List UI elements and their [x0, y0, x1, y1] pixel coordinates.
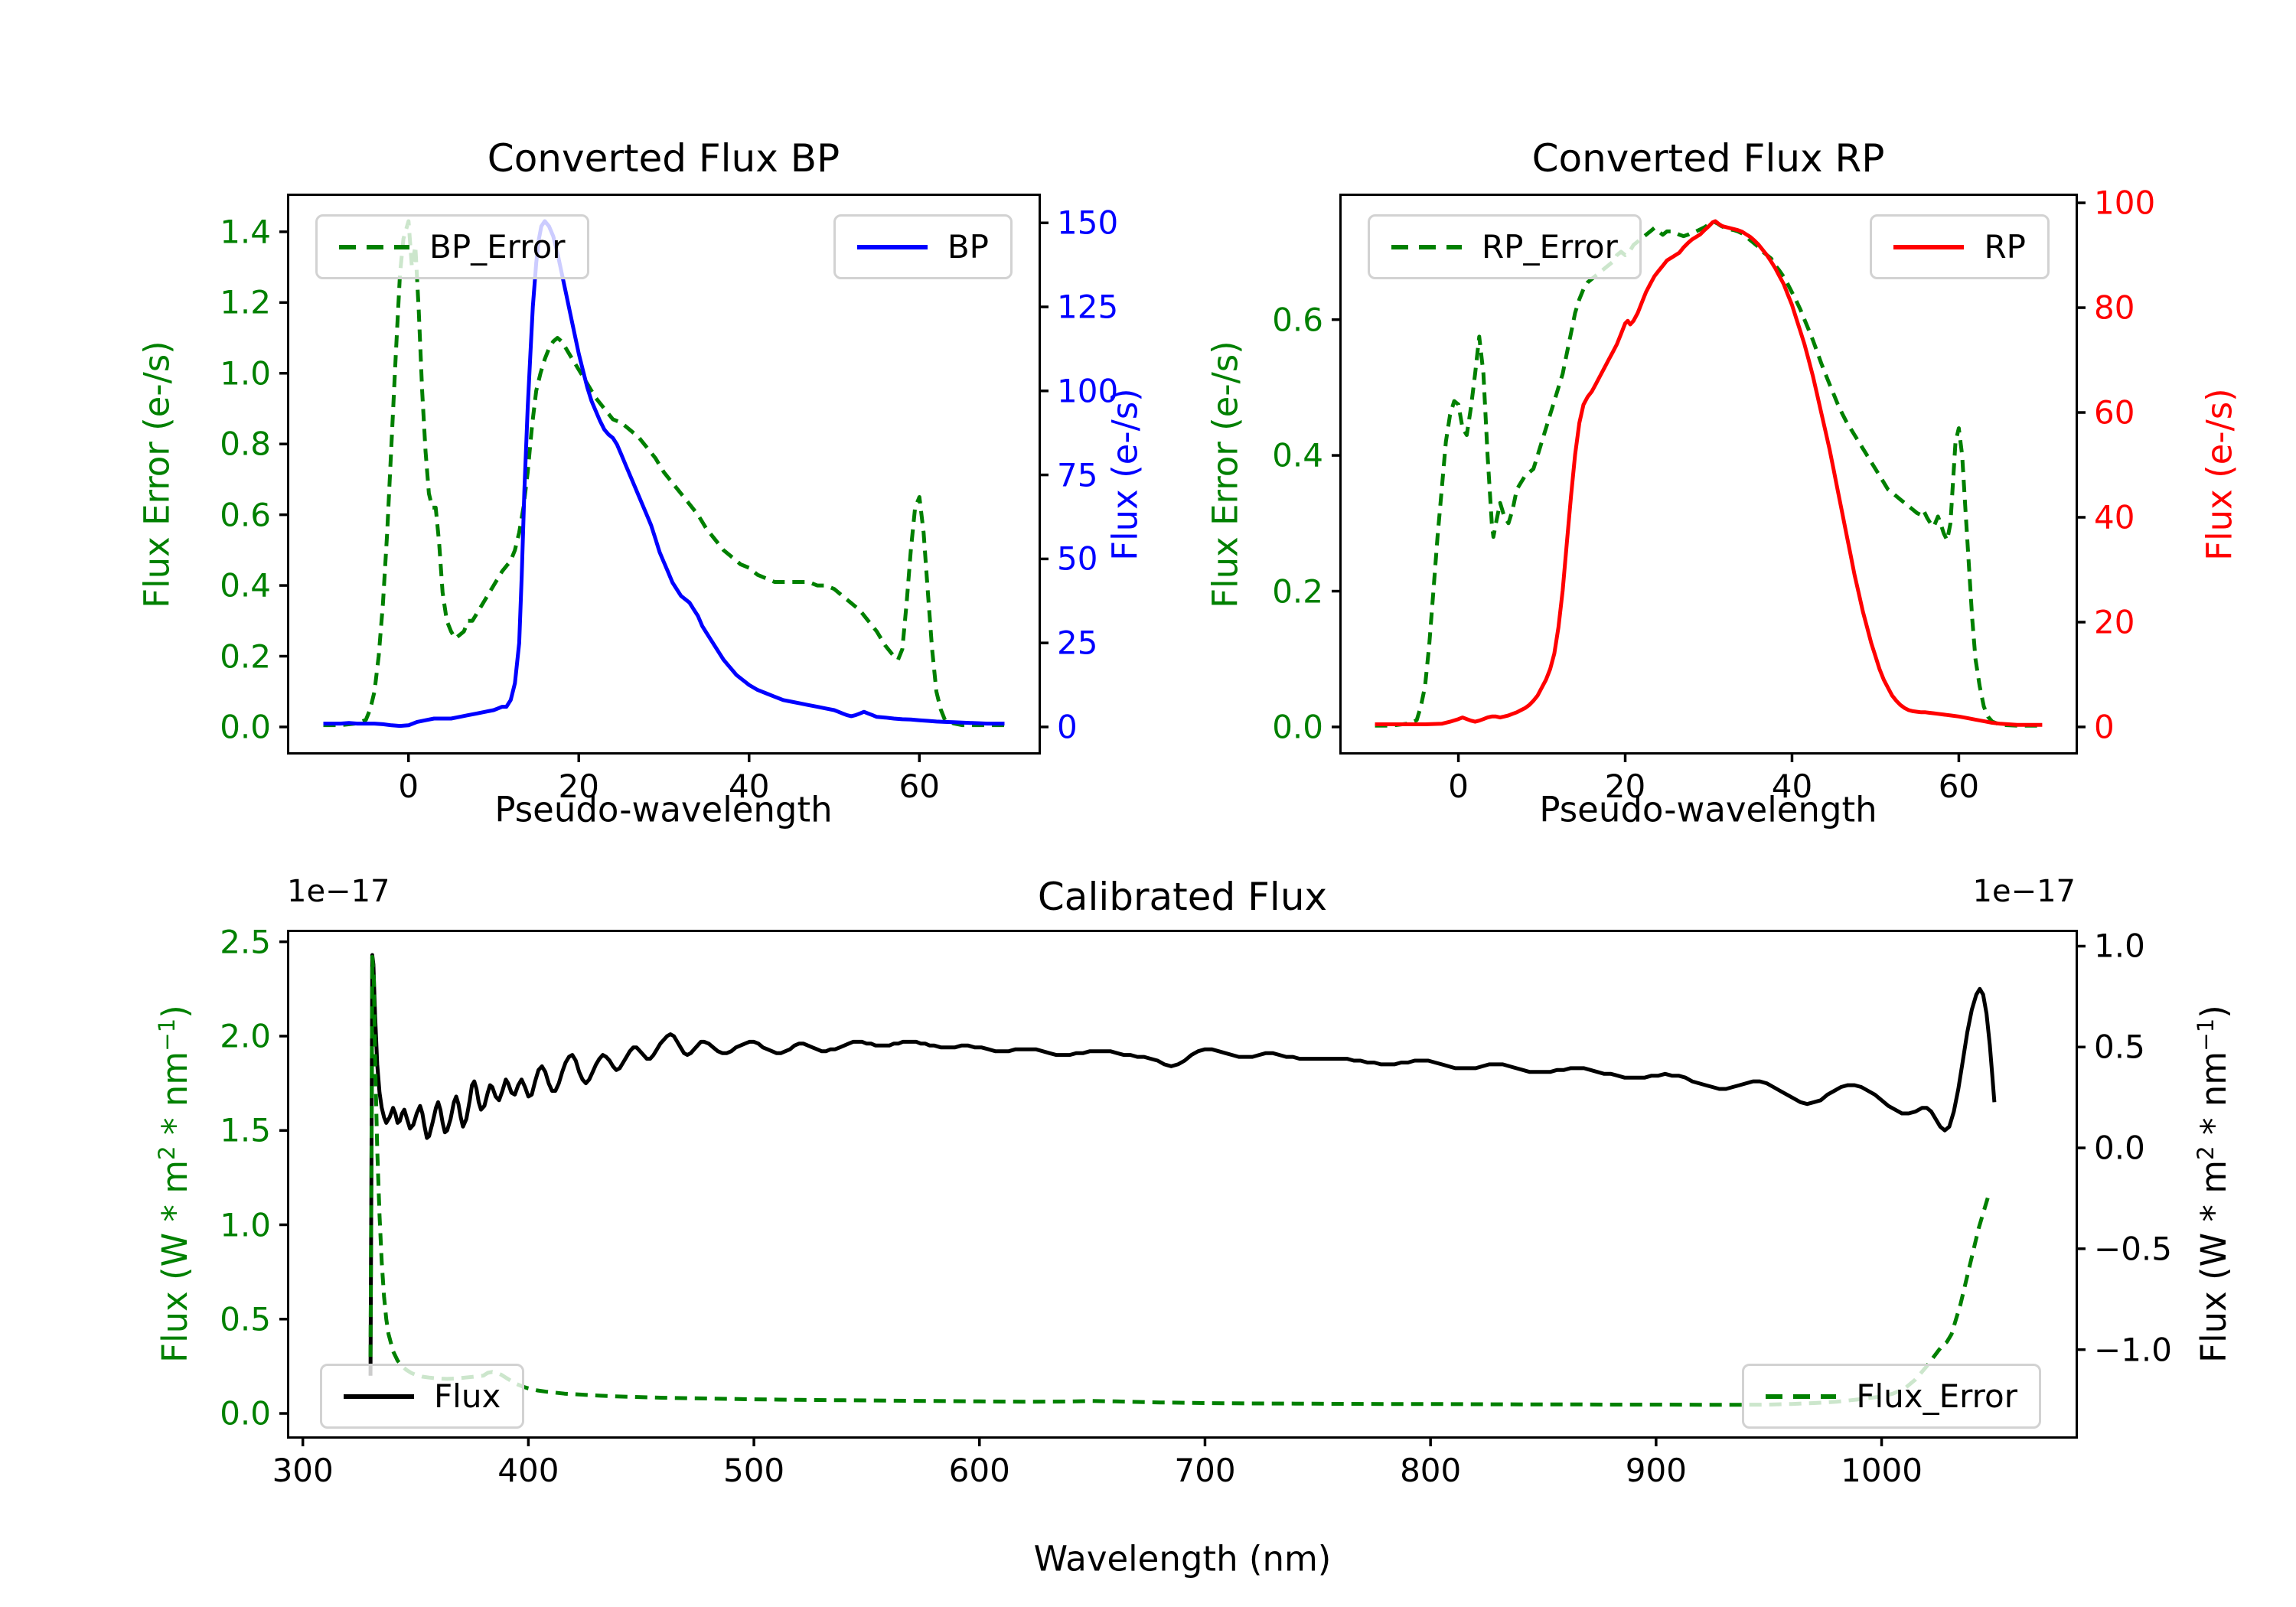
tick-label: −0.5 — [2094, 1230, 2172, 1268]
tick-label: 60 — [2094, 393, 2135, 432]
tick-label: 100 — [2094, 184, 2156, 222]
tick-label: 1.0 — [220, 1206, 271, 1244]
tick-label: 1.0 — [220, 354, 271, 393]
tick-label: −1.0 — [2094, 1331, 2172, 1369]
tick-label: 0.8 — [220, 425, 271, 463]
tick-label: 0.0 — [220, 1394, 271, 1433]
flux-error-legend: Flux_Error — [1742, 1364, 2041, 1429]
tick-label: 20 — [558, 768, 599, 805]
bp-legend-line — [856, 244, 928, 249]
rp-error-legend-line — [1391, 244, 1462, 249]
rp-legend: RP — [1870, 214, 2050, 279]
flux-error-legend-label: Flux_Error — [1856, 1377, 2017, 1415]
bp-error-legend-label: BP_Error — [429, 228, 566, 266]
tick-label: 900 — [1625, 1452, 1687, 1489]
tick-label: 40 — [729, 768, 770, 805]
flux-xlabel: Wavelength (nm) — [1033, 1538, 1332, 1579]
tick-label: 75 — [1057, 456, 1098, 494]
tick-label: 600 — [948, 1452, 1010, 1489]
calibrated-curves — [279, 940, 2086, 1446]
Flux_Error-curve — [368, 954, 1992, 1407]
flux-legend-line — [344, 1393, 414, 1399]
bp-error-legend-line — [339, 244, 409, 249]
bp-ylabel-left: Flux Error (e-/s) — [136, 341, 178, 608]
bp-plot-area: BP_Error BP 0 20 40 60 0.0 0.2 0.4 0.6 0.8 1.0 1.2… — [220, 194, 1118, 805]
tick-label: 60 — [1938, 768, 1980, 805]
tick-label: 0 — [2094, 708, 2115, 746]
rp-legend-label: RP — [1984, 228, 2026, 266]
flux-ylabel-right: Flux (W * m2 * nm−1) — [2193, 1005, 2234, 1363]
rp-error-legend: RP_Error — [1368, 214, 1642, 279]
tick-label: 20 — [1604, 768, 1646, 805]
tick-label: 40 — [1771, 768, 1813, 805]
tick-label: 60 — [899, 768, 940, 805]
RP-curve — [1375, 219, 2043, 727]
rp-xlabel: Pseudo-wavelength — [1539, 789, 1877, 830]
tick-label: 700 — [1174, 1452, 1236, 1489]
tick-label: 0.2 — [220, 637, 271, 676]
tick-label: 0.4 — [220, 566, 271, 605]
right-exponent-label: 1e−17 — [1972, 874, 2076, 909]
flux-legend: Flux — [320, 1364, 525, 1429]
rp-plot-area: RP_Error RP 0 20 40 60 0.0 0.2 0.4 0.6 0 20 40 60 80… — [1272, 184, 2155, 805]
bp-error-legend: BP_Error — [315, 214, 589, 279]
tick-label: 1000 — [1841, 1452, 1923, 1489]
tick-label: 1.2 — [220, 283, 271, 321]
bp-xlabel: Pseudo-wavelength — [494, 789, 833, 830]
rp-ylabel-left: Flux Error (e-/s) — [1205, 341, 1246, 608]
Flux-curve — [368, 953, 1997, 1376]
tick-label: 25 — [1057, 624, 1098, 662]
tick-label: 0.0 — [1272, 708, 1323, 746]
bp-curves — [279, 219, 1049, 762]
tick-label: 0 — [398, 768, 419, 805]
calibrated-plot-title: Calibrated Flux — [1037, 875, 1328, 919]
bp-ylabel-right: Flux (e-/s) — [1104, 388, 1146, 561]
tick-label: 20 — [2094, 603, 2135, 641]
left-exponent-label: 1e−17 — [287, 874, 390, 909]
tick-label: 0.6 — [220, 496, 271, 534]
tick-label: 0.5 — [2094, 1028, 2145, 1066]
rp-error-legend-label: RP_Error — [1482, 228, 1618, 266]
tick-label: 0 — [1057, 708, 1078, 746]
tick-label: 100 — [1057, 372, 1119, 410]
tick-label: 0.5 — [220, 1300, 271, 1338]
rp-plot-title: Converted Flux RP — [1531, 136, 1885, 181]
tick-label: 0.0 — [2094, 1129, 2145, 1167]
tick-label: 500 — [722, 1452, 785, 1489]
tick-label: 0.6 — [1272, 301, 1323, 339]
tick-label: 400 — [497, 1452, 559, 1489]
bp-legend: BP — [833, 214, 1013, 279]
flux-ylabel-left: Flux (W * m2 * nm−1) — [154, 1005, 195, 1363]
bp-legend-label: BP — [947, 228, 989, 266]
BP-curve — [323, 219, 1005, 729]
tick-label: 2.5 — [220, 923, 271, 961]
flux-error-legend-line — [1766, 1393, 1837, 1399]
bp-plot-title: Converted Flux BP — [487, 136, 840, 181]
flux-legend-label: Flux — [434, 1377, 501, 1415]
tick-label: 0.2 — [1272, 572, 1323, 611]
tick-label: 0.0 — [220, 708, 271, 746]
tick-label: 40 — [2094, 498, 2135, 536]
rp-ylabel-right: Flux (e-/s) — [2199, 388, 2240, 561]
rp-legend-line — [1893, 244, 1965, 249]
tick-label: 0.4 — [1272, 436, 1323, 474]
tick-label: 800 — [1400, 1452, 1462, 1489]
tick-label: 0 — [1448, 768, 1469, 805]
tick-label: 1.0 — [2094, 927, 2145, 965]
tick-label: 300 — [272, 1452, 334, 1489]
tick-label: 1.4 — [220, 213, 271, 251]
tick-label: 125 — [1057, 288, 1119, 326]
calibrated-plot-area: Flux Flux_Error 300 400 500 600 700 800 900 100… — [220, 923, 2172, 1489]
tick-label: 1.5 — [220, 1111, 271, 1149]
tick-label: 50 — [1057, 539, 1098, 578]
BP_Error-curve — [323, 219, 1005, 728]
rp-curves — [1332, 201, 2086, 762]
tick-label: 80 — [2094, 288, 2135, 327]
RP_Error-curve — [1375, 219, 2043, 728]
tick-label: 2.0 — [220, 1017, 271, 1055]
tick-label: 150 — [1057, 204, 1119, 242]
